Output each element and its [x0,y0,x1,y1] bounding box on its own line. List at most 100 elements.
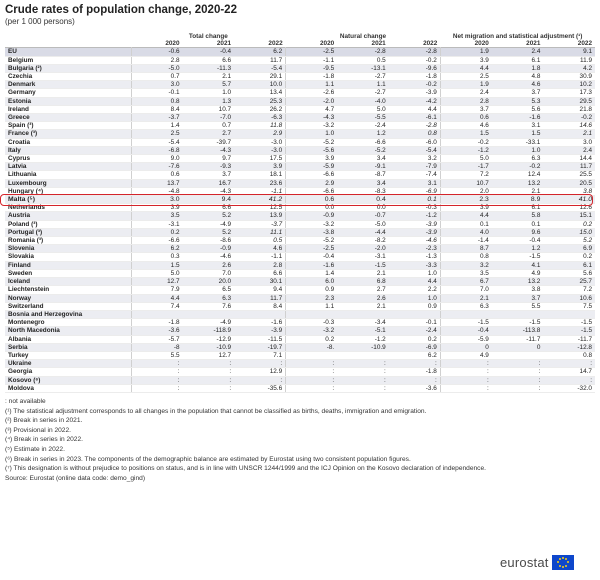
value-cell: -0.2 [439,138,492,147]
value-cell: 1.5 [491,129,544,139]
value-cell: -3.1 [337,252,389,262]
value-cell: -5.2 [337,146,389,156]
value-cell: -4.2 [388,97,441,106]
value-cell: : [285,359,338,369]
value-cell: 3.7 [491,294,544,303]
value-cell: 7.5 [543,302,595,311]
value-cell: 11.1 [234,228,286,238]
value-cell: -8.6 [182,236,235,246]
value-cell: 0 [491,343,544,352]
table-row: Greece -3.7 -7.0 -6.3 -4.3 -5.5 -6.1 0.6 -1.6 -0.… [5,113,595,123]
value-cell: 4.6 [234,244,286,254]
value-cell: -0.7 [337,211,389,221]
value-cell: -3.0 [234,138,286,147]
value-cell: : [543,376,595,385]
value-cell: 25.5 [543,170,595,180]
country-name: Italy [5,146,131,156]
value-cell: -1.8 [388,72,441,82]
value-cell: 7.6 [182,302,235,311]
country-name: Lithuania [5,170,131,180]
table-row: Portugal (³) 0.2 5.2 11.1 -3.8 -4.4 -3.9 4.0 9.6… [5,228,595,238]
value-cell: 1.1 [285,80,338,90]
value-cell: 0.5 [234,236,286,246]
value-cell: 1.2 [491,244,544,254]
country-name: Estonia [5,97,131,106]
value-cell: 13.7 [130,179,183,188]
country-name: Slovenia [5,244,131,254]
value-cell: 3.4 [337,154,389,164]
country-name: Serbia [5,343,131,352]
value-cell: 0.0 [285,203,338,213]
value-cell: -5.0 [130,64,183,74]
value-cell: 4.6 [439,121,492,131]
value-cell: 12.5 [234,203,286,213]
table-row: Slovenia 6.2 -0.9 4.6 -2.5 -2.0 -2.3 8.7 1.2 6.9 [5,244,595,254]
table-row: Norway 4.4 6.3 11.7 2.3 2.6 1.0 2.1 3.7 10.6 [5,294,595,303]
value-cell: 10.7 [439,179,492,188]
value-cell: -5.7 [130,335,183,344]
page-subtitle: (per 1 000 persons) [5,17,75,26]
country-name: Slovakia [5,252,131,262]
value-cell: 3.2 [439,261,492,270]
value-cell: -0.2 [388,80,441,90]
value-cell: -3.2 [285,121,338,131]
value-cell: 0.8 [130,97,183,106]
value-cell: 0.5 [337,56,389,65]
country-name: Switzerland [5,302,131,311]
eurostat-logo: eurostat [500,555,574,570]
country-name: Croatia [5,138,131,147]
table-row: Italy -6.8 -4.3 -3.0 -5.6 -5.2 -5.4 -1.2 1.0 2.4 [5,146,595,156]
value-cell: 2.8 [130,56,183,65]
value-cell: -0.2 [388,56,441,65]
value-cell: 4.9 [439,351,492,361]
value-cell: -3.6 [130,326,183,336]
value-cell: -4.0 [337,97,389,106]
value-cell: 4.4 [439,211,492,221]
value-cell: -1.8 [285,72,338,82]
value-cell [182,309,235,320]
value-cell: -5.2 [285,236,338,246]
value-cell: -3.9 [388,228,441,238]
value-cell: 1.4 [285,269,338,279]
value-cell: -4.4 [337,228,389,238]
value-cell: : [337,367,389,377]
corner-cell [5,33,131,40]
value-cell: -3.9 [388,88,441,98]
country-name: Liechtenstein [5,285,131,295]
value-cell: 0.3 [130,252,183,262]
value-cell: 0 [439,343,492,352]
country-name: Malta (⁵) [5,195,131,205]
value-cell: 3.5 [439,269,492,279]
value-cell: : [182,359,235,369]
table-row: Belgium 2.8 6.6 11.7 -1.1 0.5 -0.2 3.9 6.1 11.9 [5,56,595,65]
country-name: Austria [5,211,131,221]
table-row: North Macedonia -3.6 -118.9 -3.9 -3.2 -5.1 -2.… [5,326,595,336]
value-cell: -11.7 [491,335,544,344]
value-cell: 12.7 [182,351,235,361]
value-cell: 2.4 [491,47,544,57]
value-cell: -2.4 [337,121,389,131]
page-title: Crude rates of population change, 2020-2… [5,4,237,16]
value-cell: 0.0 [337,203,389,213]
value-cell: 4.7 [285,105,338,115]
value-cell: 15.1 [543,211,595,221]
value-cell: -1.1 [285,56,338,65]
value-cell: 6.5 [182,285,235,295]
value-cell: -13.1 [337,64,389,74]
group-header-natural: Natural change [339,33,387,40]
value-cell: 4.0 [439,228,492,238]
value-cell: 6.7 [439,277,492,287]
value-cell: -2.7 [337,88,389,98]
value-cell: 3.8 [543,187,595,197]
footnote: (⁴) Break in series in 2022. [5,436,83,444]
value-cell: -2.8 [388,47,441,57]
table-row: Bosnia and Herzegovina [5,309,595,320]
value-cell: -2.7 [337,72,389,82]
value-cell: 2.6 [182,261,235,270]
value-cell: 3.9 [439,203,492,213]
footnotes: : not available (¹) The statistical adjus… [5,397,595,483]
value-cell: : [285,367,338,377]
value-cell: -8 [130,343,183,352]
value-cell: -5.9 [285,162,338,172]
table-row: Turkey 5.5 12.7 7.1 6.2 4.9 0.8 [5,351,595,361]
